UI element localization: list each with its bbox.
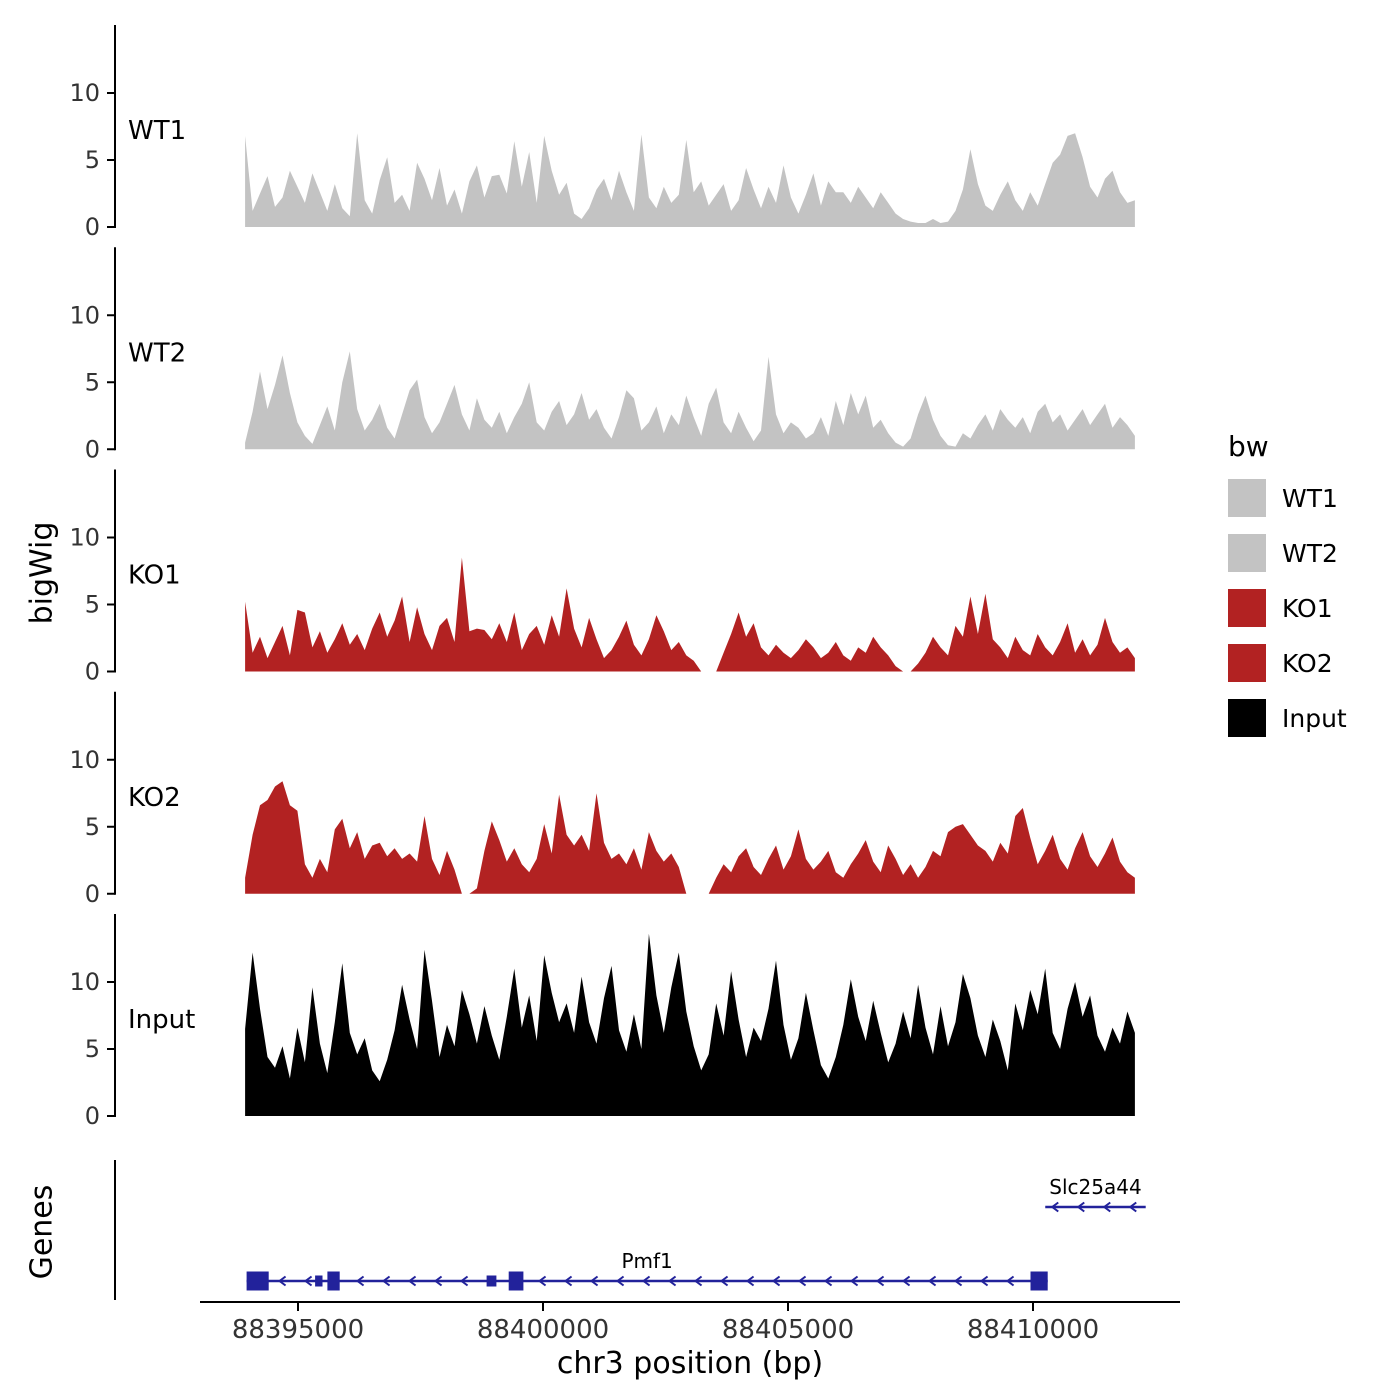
strand-arrow-icon xyxy=(381,1275,391,1287)
y-tick-label: 0 xyxy=(85,435,100,463)
y-tick-label: 0 xyxy=(85,658,100,686)
signal-area-wt2 xyxy=(245,351,1135,450)
y-tick-label: 10 xyxy=(69,968,100,996)
legend-item-label: WT1 xyxy=(1282,483,1338,513)
y-tick-label: 10 xyxy=(69,746,100,774)
x-tick-label: 88405000 xyxy=(722,1315,854,1345)
legend-swatch-icon xyxy=(1228,534,1266,572)
legend-title: bw xyxy=(1228,430,1269,463)
strand-arrow-icon xyxy=(1102,1201,1111,1213)
strand-arrow-icon xyxy=(433,1275,443,1287)
strand-arrow-icon xyxy=(563,1275,573,1287)
x-axis-title: chr3 position (bp) xyxy=(556,1346,824,1381)
legend-item-wt1: WT1 xyxy=(1228,479,1347,517)
y-axis-title: bigWig xyxy=(24,521,60,625)
strand-arrow-icon xyxy=(459,1275,469,1287)
y-tick-label: 5 xyxy=(85,813,100,841)
strand-arrow-icon xyxy=(953,1275,963,1287)
legend-swatch-icon xyxy=(1228,644,1266,682)
strand-arrow-icon xyxy=(615,1275,625,1287)
legend-item-label: KO1 xyxy=(1282,593,1333,623)
y-tick-label: 5 xyxy=(85,591,100,619)
strand-arrow-icon xyxy=(303,1275,313,1287)
gene-label: Slc25a44 xyxy=(1049,1175,1141,1199)
signal-area-ko2 xyxy=(245,781,1135,894)
y-tick-label: 10 xyxy=(69,524,100,552)
x-tick-label: 88400000 xyxy=(477,1315,609,1345)
strand-arrow-icon xyxy=(693,1275,703,1287)
exon xyxy=(315,1275,323,1287)
track-input: 10 5 0 Input xyxy=(69,914,1135,1130)
strand-arrow-icon xyxy=(1128,1201,1137,1213)
legend-item-label: KO2 xyxy=(1282,648,1333,678)
legend-item-label: WT2 xyxy=(1282,538,1338,568)
strand-arrow-icon xyxy=(641,1275,651,1287)
genes-axis-title: Genes xyxy=(24,1184,60,1280)
gene-slc25a44: Slc25a44 xyxy=(1045,1175,1146,1213)
strand-arrow-icon xyxy=(797,1275,807,1287)
strand-arrow-icon xyxy=(355,1275,365,1287)
y-tick-label: 0 xyxy=(85,1102,100,1130)
y-tick-label: 5 xyxy=(85,146,100,174)
gene-label: Pmf1 xyxy=(621,1249,672,1273)
track-ko1: 10 5 0 KO1 xyxy=(69,469,1135,686)
track-wt1: 10 5 0 WT1 xyxy=(69,25,1135,241)
strand-arrow-icon xyxy=(1005,1275,1015,1287)
track-label-ko2: KO2 xyxy=(128,783,181,813)
strand-arrow-icon xyxy=(823,1275,833,1287)
track-wt2: 10 5 0 WT2 xyxy=(69,247,1135,463)
y-tick-label: 0 xyxy=(85,213,100,241)
y-tick-label: 10 xyxy=(69,79,100,107)
exon xyxy=(486,1275,497,1287)
y-tick-label: 5 xyxy=(85,368,100,396)
strand-arrow-icon xyxy=(901,1275,911,1287)
strand-arrow-icon xyxy=(979,1275,989,1287)
legend-items: WT1 WT2 KO1 KO2 Input xyxy=(1228,479,1347,737)
legend-item-input: Input xyxy=(1228,699,1347,737)
strand-arrow-icon xyxy=(875,1275,885,1287)
signal-area-ko1 xyxy=(245,557,1135,672)
x-tick-label: 88395000 xyxy=(232,1315,364,1345)
legend-swatch-icon xyxy=(1228,589,1266,627)
signal-area-wt1 xyxy=(245,133,1135,227)
strand-arrow-icon xyxy=(1050,1201,1059,1213)
exon xyxy=(246,1271,269,1291)
legend-swatch-icon xyxy=(1228,479,1266,517)
signal-area-input xyxy=(245,933,1135,1116)
track-ko2: 10 5 0 KO2 xyxy=(69,691,1135,908)
strand-arrow-icon xyxy=(849,1275,859,1287)
track-label-ko1: KO1 xyxy=(128,561,181,591)
track-label-input: Input xyxy=(128,1005,195,1035)
strand-arrow-icon xyxy=(745,1275,755,1287)
exon xyxy=(508,1271,524,1291)
y-tick-label: 5 xyxy=(85,1035,100,1063)
legend: bw WT1 WT2 KO1 KO2 Input xyxy=(1228,430,1347,754)
y-tick-label: 0 xyxy=(85,880,100,908)
strand-arrow-icon xyxy=(667,1275,677,1287)
strand-arrow-icon xyxy=(277,1275,287,1287)
strand-arrow-icon xyxy=(407,1275,417,1287)
track-label-wt2: WT2 xyxy=(128,338,186,368)
legend-item-wt2: WT2 xyxy=(1228,534,1347,572)
strand-arrow-icon xyxy=(719,1275,729,1287)
legend-swatch-icon xyxy=(1228,699,1266,737)
genes-panel: Slc25a44 Pmf1 xyxy=(114,1160,1146,1300)
strand-arrow-icon xyxy=(589,1275,599,1287)
gene-pmf1: Pmf1 xyxy=(246,1249,1048,1291)
y-tick-label: 10 xyxy=(69,301,100,329)
legend-item-ko2: KO2 xyxy=(1228,644,1347,682)
strand-arrow-icon xyxy=(771,1275,781,1287)
strand-arrow-icon xyxy=(537,1275,547,1287)
legend-item-ko1: KO1 xyxy=(1228,589,1347,627)
exon xyxy=(327,1271,340,1291)
legend-item-label: Input xyxy=(1282,703,1347,733)
exon xyxy=(1030,1271,1048,1291)
strand-arrow-icon xyxy=(1076,1201,1085,1213)
track-label-wt1: WT1 xyxy=(128,116,186,146)
x-tick-label: 88410000 xyxy=(967,1315,1099,1345)
strand-arrow-icon xyxy=(927,1275,937,1287)
